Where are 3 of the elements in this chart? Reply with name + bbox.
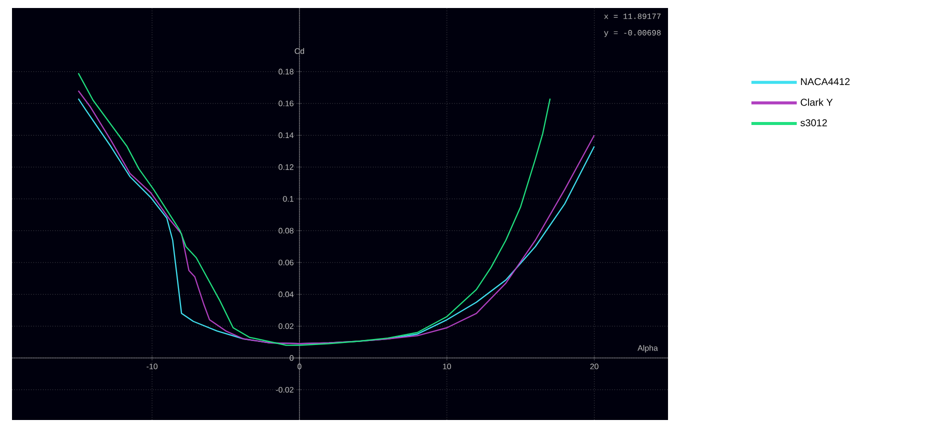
legend-label: NACA4412 xyxy=(801,78,850,86)
legend-label: s3012 xyxy=(800,119,827,126)
legend-label: Clark Y xyxy=(800,98,833,106)
